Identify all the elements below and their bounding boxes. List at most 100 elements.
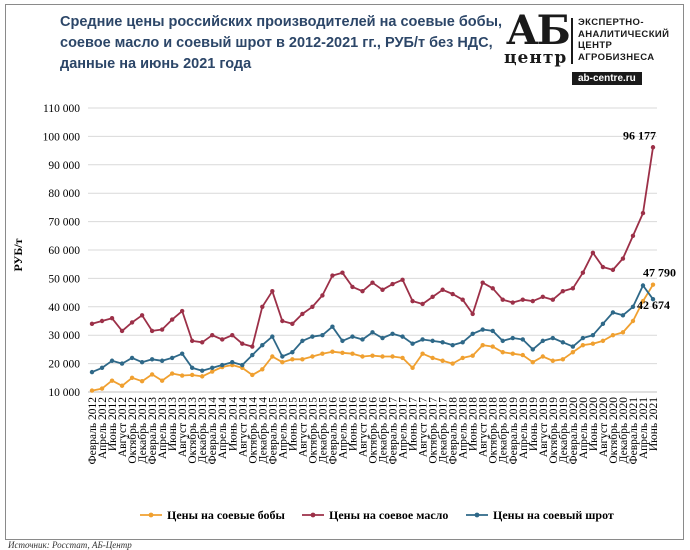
data-point (440, 358, 445, 363)
data-point (580, 335, 586, 341)
data-point (250, 352, 255, 358)
data-point (390, 354, 395, 359)
data-point (380, 335, 385, 341)
data-point (640, 298, 646, 304)
end-label-meal: 42 674 (637, 298, 670, 312)
series-line-beans (91, 284, 654, 392)
data-point (610, 310, 616, 315)
data-point (250, 372, 255, 378)
data-point (330, 324, 335, 329)
data-point (470, 311, 475, 317)
x-tick-label: Октябрь 2017 (428, 397, 440, 464)
data-point (320, 333, 325, 338)
data-point (630, 233, 636, 238)
data-point (149, 328, 155, 334)
x-tick-label: Декабрь 2012 (137, 397, 149, 464)
x-tick-label: Октябрь 2014 (247, 397, 259, 464)
x-tick-label: Февраль 2020 (568, 397, 580, 465)
x-tick-label: Август 2017 (418, 397, 430, 457)
x-tick-label: Июнь 2016 (347, 397, 359, 451)
data-point (169, 355, 175, 361)
data-point (179, 373, 185, 378)
data-point (460, 340, 465, 345)
data-point (650, 297, 656, 302)
x-tick-label: Октябрь 2019 (548, 397, 560, 464)
data-point (270, 354, 275, 359)
data-point (540, 354, 546, 359)
data-point (380, 354, 385, 359)
x-tick-label: Апрель 2014 (217, 397, 229, 459)
data-point (520, 352, 525, 358)
data-point (149, 357, 155, 362)
legend-item-beans: Цены на соевые бобы (140, 508, 286, 522)
data-point (340, 338, 345, 344)
data-point (119, 361, 125, 366)
data-point (530, 298, 535, 304)
data-point (490, 286, 495, 291)
chart-title-line-3: данные на июнь 2021 года (60, 56, 252, 72)
x-tick-label: Февраль 2017 (388, 397, 400, 465)
data-point (540, 294, 546, 300)
data-point (370, 280, 375, 285)
data-point (400, 277, 405, 283)
data-point (420, 337, 425, 342)
series-line-meal (91, 284, 654, 373)
y-tick-label: 90 000 (48, 160, 80, 172)
logo-mark: АБ (506, 7, 571, 54)
x-tick-label: Декабрь 2019 (558, 397, 570, 464)
data-point (520, 337, 525, 342)
data-point (210, 333, 215, 338)
data-point (640, 283, 646, 288)
logo-caption-line-3: ЦЕНТР (578, 40, 613, 51)
data-point (610, 333, 616, 338)
data-point (230, 333, 235, 338)
series-meal (89, 283, 656, 375)
data-point (480, 280, 485, 285)
data-point (510, 351, 515, 356)
data-point (109, 378, 115, 383)
data-point (330, 349, 335, 354)
x-tick-label: Декабрь 2020 (618, 397, 630, 464)
y-tick-label: 80 000 (48, 188, 80, 200)
y-tick-label: 30 000 (48, 330, 80, 342)
data-point (540, 338, 546, 344)
data-point (410, 298, 415, 304)
data-point (470, 331, 475, 336)
y-tick-label: 50 000 (48, 273, 80, 285)
data-point (99, 365, 105, 371)
data-point (260, 367, 265, 372)
y-axis-label: РУБ/т (11, 238, 25, 271)
data-point (360, 354, 365, 359)
data-point (440, 340, 445, 345)
source-note: Источник: Росстат, АБ-Центр (8, 540, 132, 550)
ab-centre-logo: АБ центр ЭКСПЕРТНО- АНАЛИТИЧЕСКИЙ ЦЕНТР … (500, 8, 676, 92)
x-tick-label: Апрель 2018 (458, 397, 470, 459)
data-point (370, 330, 375, 335)
data-point (109, 358, 115, 363)
data-point (260, 342, 265, 348)
legend-swatch-marker (148, 512, 154, 518)
x-tick-label: Октябрь 2013 (187, 397, 199, 464)
data-point (350, 351, 355, 356)
x-tick-label: Август 2018 (478, 397, 490, 457)
data-point (270, 334, 275, 339)
data-point (470, 353, 475, 358)
data-point (430, 338, 435, 344)
data-point (580, 270, 586, 275)
y-axis-tick-labels: 10 000 20 000 30 000 40 000 50 000 60 000 70 0… (43, 103, 81, 399)
data-point (290, 350, 295, 355)
data-point (189, 338, 195, 344)
x-tick-label: Октябрь 2012 (127, 397, 139, 464)
data-point (320, 351, 325, 356)
series-oil (89, 145, 656, 349)
x-tick-label: Июнь 2013 (167, 397, 179, 451)
data-point (570, 286, 576, 291)
data-point (420, 351, 425, 356)
data-point (600, 264, 606, 270)
data-point (360, 337, 365, 342)
data-point (430, 355, 435, 361)
data-point (440, 287, 445, 292)
data-point (199, 368, 205, 373)
x-tick-label: Июнь 2021 (648, 397, 660, 451)
